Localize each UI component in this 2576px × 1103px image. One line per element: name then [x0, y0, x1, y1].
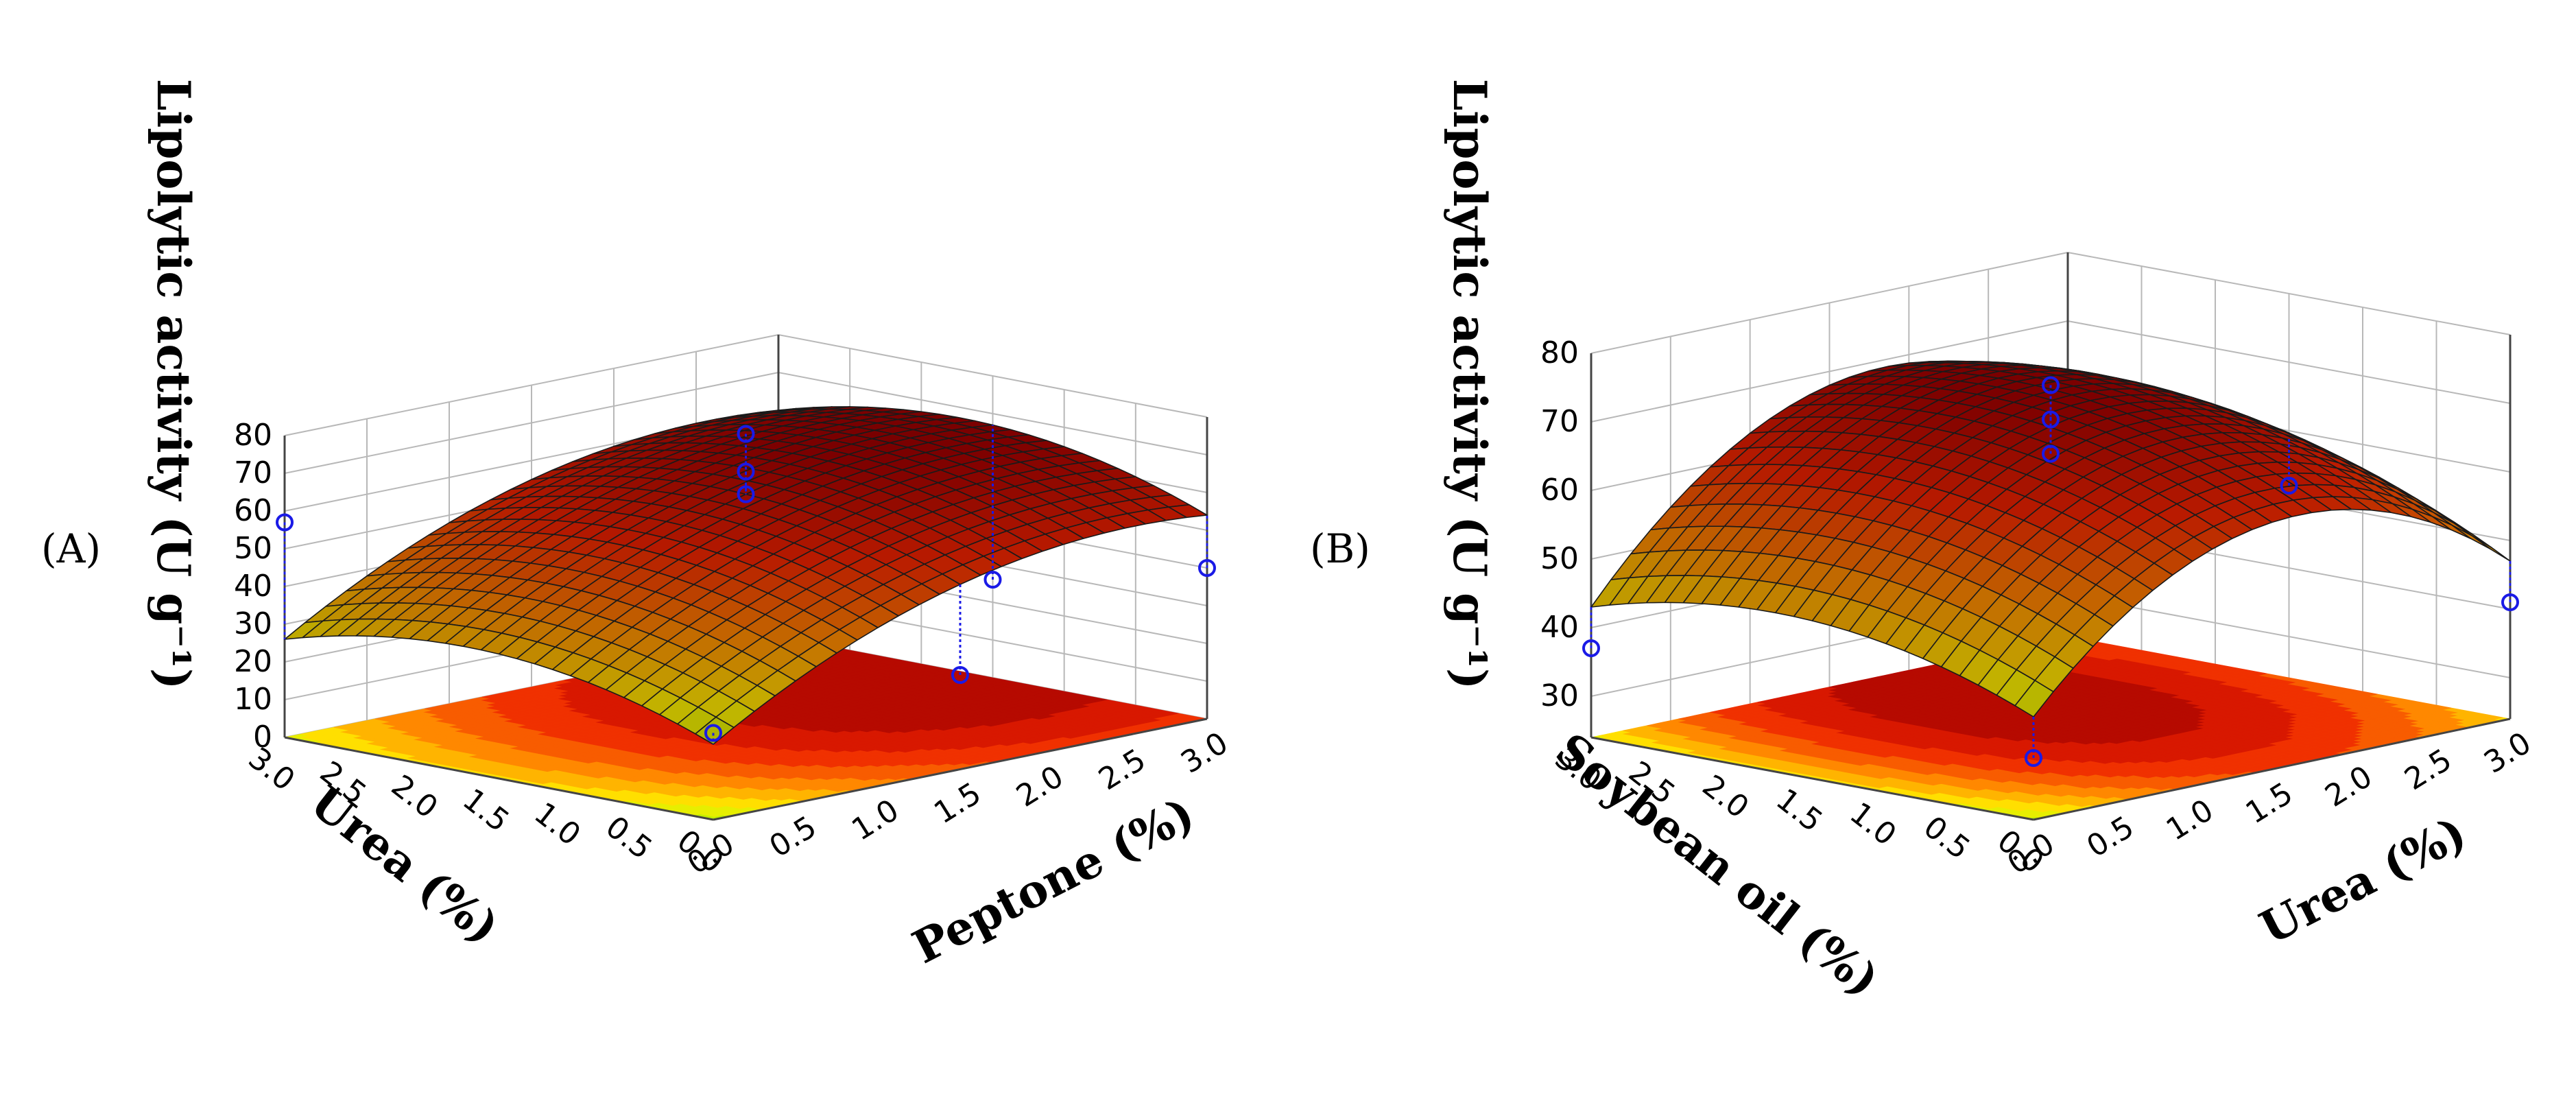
z-axis-ticks: 30 40 50 60 70 80: [1540, 335, 1579, 713]
z-tick-label: 0: [253, 720, 272, 755]
response-surface: [1590, 360, 2511, 717]
x-tick-label: 1.0: [2160, 793, 2219, 848]
data-point: [1582, 639, 1600, 657]
x-tick-label: 1.5: [928, 776, 987, 831]
z-tick-label: 80: [1540, 335, 1579, 370]
observed-points: [276, 425, 1216, 744]
x-tick-label: 1.0: [846, 793, 905, 848]
data-point: [2042, 376, 2060, 394]
data-point: [2501, 593, 2519, 611]
x-tick-label: 0.5: [2081, 809, 2140, 864]
y-tick-label: 1.0: [1844, 796, 1903, 853]
data-point: [737, 485, 755, 503]
x-tick-label: 2.5: [1093, 742, 1152, 797]
x-tick-label: 0.5: [763, 809, 822, 864]
z-tick-label: 50: [1540, 541, 1579, 576]
z-tick-label: 20: [234, 644, 272, 679]
z-tick-label: 40: [1540, 610, 1579, 645]
z-tick-label: 50: [234, 531, 272, 566]
y-tick-label: 1.5: [1769, 782, 1829, 839]
x-tick-label: 1.5: [2240, 776, 2299, 831]
data-point: [2042, 410, 2060, 429]
observed-points: [1582, 376, 2519, 767]
y-tick-label: 1.0: [527, 796, 587, 853]
panel-label: (A): [41, 525, 101, 572]
floor-edges: [1590, 717, 2511, 821]
contour-floor: [1590, 636, 2511, 820]
y-tick-label: 0.5: [599, 809, 658, 866]
z-axis-title: Lipolytic activity (U g⁻¹): [147, 79, 200, 689]
z-tick-label: 30: [234, 606, 272, 641]
data-point: [737, 425, 755, 443]
z-tick-label: 30: [1540, 678, 1579, 713]
x-tick-label: 2.0: [2319, 759, 2378, 814]
z-tick-label: 60: [234, 493, 272, 528]
z-tick-label: 40: [234, 569, 272, 604]
data-point: [2025, 749, 2042, 767]
data-point: [276, 513, 294, 532]
data-point: [2280, 477, 2298, 495]
y-tick-label: 1.5: [456, 782, 516, 839]
data-point: [704, 724, 722, 742]
data-point: [1198, 559, 1216, 577]
panel-label: (B): [1310, 525, 1370, 572]
x-tick-label: 3.0: [2478, 726, 2537, 781]
z-tick-label: 10: [234, 682, 272, 717]
data-point: [951, 666, 969, 684]
y-tick-label: 2.0: [385, 768, 444, 825]
z-tick-label: 80: [234, 418, 272, 453]
data-point: [737, 462, 755, 481]
x-tick-label: 3.0: [1175, 726, 1234, 781]
floor-edges: [284, 717, 1208, 821]
z-tick-label: 70: [1540, 404, 1579, 439]
z-tick-label: 70: [234, 455, 272, 490]
x-tick-label: 2.5: [2398, 742, 2457, 797]
x-tick-label: 2.0: [1010, 759, 1069, 814]
y-tick-label: 0.5: [1917, 809, 1977, 866]
y-tick-label: 3.0: [242, 741, 302, 798]
z-tick-label: 60: [1540, 473, 1579, 508]
x-axis-title: Urea (%): [2252, 806, 2474, 955]
z-axis-title: Lipolytic activity (U g⁻¹): [1443, 79, 1496, 689]
y-tick-label: 2.0: [1696, 768, 1756, 825]
response-surface: [284, 406, 1208, 745]
data-point: [2042, 444, 2060, 463]
data-point: [983, 571, 1002, 589]
